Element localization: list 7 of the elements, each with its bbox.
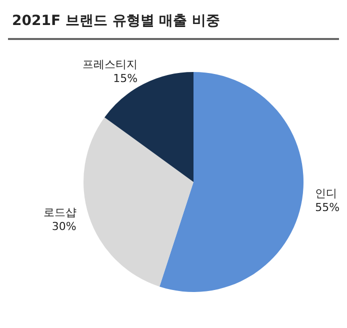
slice-label: 인디 <box>315 187 338 200</box>
data-label: 55% <box>315 201 340 214</box>
slice-label: 로드샵 <box>43 206 76 219</box>
chart-title: 2021F 브랜드 유형별 매출 비중 <box>12 12 220 30</box>
slice-label: 프레스티지 <box>82 58 138 72</box>
data-label: 30% <box>52 220 76 233</box>
data-label: 15% <box>113 72 138 86</box>
